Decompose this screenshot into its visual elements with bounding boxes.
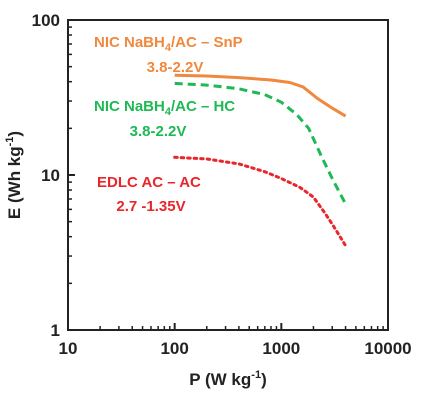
series-label-hc-line1: NIC NaBH4/AC – HC xyxy=(94,98,235,118)
series-line-hc xyxy=(174,81,347,205)
y-tick-label: 10 xyxy=(41,166,60,185)
series-label-snp-line2: 3.8-2.2V xyxy=(147,59,204,76)
series-line-edlc xyxy=(173,155,348,248)
series-line-snp xyxy=(174,73,347,118)
series-lines xyxy=(173,73,348,248)
y-tick-label: 1 xyxy=(51,321,60,340)
x-tick-label: 10 xyxy=(59,339,78,358)
x-tick-label: 100 xyxy=(160,339,188,358)
series-label-hc-line2: 3.8-2.2V xyxy=(130,123,187,140)
x-tick-label: 1000 xyxy=(262,339,300,358)
series-label-edlc-line1: EDLC AC – AC xyxy=(97,174,201,191)
x-tick-label: 10000 xyxy=(364,339,411,358)
series-label-snp-line1: NIC NaBH4/AC – SnP xyxy=(94,34,243,54)
y-tick-label: 100 xyxy=(32,11,60,30)
y-axis-title: E (Wh kg-1) xyxy=(4,131,24,219)
x-axis-title: P (W kg-1) xyxy=(189,369,266,389)
series-label-edlc-line2: 2.7 -1.35V xyxy=(116,198,185,215)
